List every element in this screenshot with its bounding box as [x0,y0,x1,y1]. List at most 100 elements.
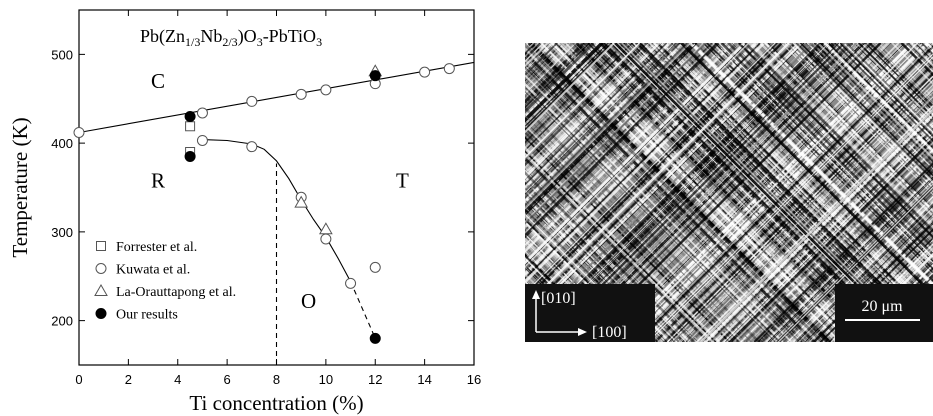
domain-stripe [525,43,669,188]
domain-stripe [525,43,648,167]
domain-stripe [787,43,933,189]
domain-stripe [717,43,933,259]
domain-stripe [525,43,620,139]
domain-stripe [727,43,933,250]
domain-stripe [525,43,530,49]
domain-stripe [525,43,643,161]
domain-stripe [525,48,819,342]
domain-stripe [731,139,933,342]
domain-stripe [551,43,853,342]
title-part: -PbTiO [263,26,316,46]
domain-stripe [737,43,933,240]
legend-label: Our results [116,308,178,323]
title-part: Nb [200,26,222,46]
domain-stripe [525,82,784,342]
domain-stripe [525,43,601,120]
domain-stripe [706,43,933,270]
marker-circle [246,95,258,107]
phase-boundary [79,61,474,134]
marker-triangle [294,195,309,208]
domain-stripe [714,43,933,263]
domain-stripe [834,43,933,143]
marker-triangle [94,283,108,296]
domain-stripe [525,47,820,342]
y-tick-label: 400 [51,136,73,151]
domain-stripe [824,43,933,153]
domain-stripe [525,43,707,225]
domain-stripe [525,43,543,62]
marker-circle [295,88,307,100]
domain-stripe [759,43,933,218]
domain-stripe [723,132,933,342]
domain-stripe [525,43,607,126]
domain-stripe [525,43,550,68]
domain-stripe [525,43,671,190]
domain-stripe [793,43,933,184]
domain-stripe [525,43,774,292]
domain-stripe [525,43,746,265]
domain-stripe [525,43,761,280]
domain-stripe [852,43,933,124]
domain-stripe [704,112,933,342]
domain-stripe [525,43,681,200]
domain-stripe [709,118,933,342]
domain-stripe [672,80,933,342]
domain-stripe [666,75,933,342]
phase-label: R [151,168,165,192]
domain-stripe [762,43,933,214]
legend-label: Forrester et al. [116,240,197,255]
marker-circle [320,84,332,96]
domain-stripe [525,43,604,123]
marker-filled-circle [369,332,381,344]
y-tick-label: 500 [51,47,73,62]
marker-circle [196,107,208,119]
domain-stripe [845,43,933,132]
domain-stripe [525,43,638,156]
domain-stripe [775,183,933,342]
domain-stripe [747,43,933,230]
direction-label: [010] [541,290,576,307]
arrowhead [532,290,540,299]
domain-stripe [525,321,545,342]
chart-title: Pb(Zn1/3Nb2/3)O3-PbTiO3 [140,26,322,49]
domain-stripe [631,43,931,342]
marker-circle [196,134,208,146]
domain-stripe [664,72,933,342]
domain-stripe [525,43,530,49]
domain-stripe [525,43,692,210]
domain-stripe [525,43,610,128]
domain-stripe [525,43,591,109]
domain-stripe [547,43,848,342]
domain-stripe [525,43,672,191]
domain-stripe [775,184,933,342]
marker-circle [443,63,455,75]
domain-stripe [525,97,769,342]
domain-stripe [696,104,933,342]
domain-stripe [732,141,933,342]
domain-stripe [525,104,762,342]
domain-stripe [809,43,933,168]
domain-stripe [792,43,933,185]
domain-stripe [525,127,740,342]
domain-stripe [525,43,683,202]
domain-stripe [788,43,933,188]
domain-stripe [806,43,933,170]
title-part: Pb(Zn [140,26,185,47]
x-tick-label: 2 [125,372,132,387]
domain-stripe [525,43,590,108]
marker-filled-circle [95,308,107,319]
domain-stripe [573,43,874,342]
phase-boundary [202,139,352,282]
domain-stripe [786,43,933,191]
domain-stripe [525,43,744,263]
marker-circle [345,277,357,289]
domain-stripe [525,43,757,276]
domain-stripe [817,43,933,160]
domain-stripe [799,43,933,177]
domain-stripe [636,45,933,342]
domain-stripe [782,191,933,342]
domain-stripe [525,43,674,193]
domain-stripe [694,102,933,342]
domain-stripe [760,169,933,342]
y-tick-label: 300 [51,225,73,240]
